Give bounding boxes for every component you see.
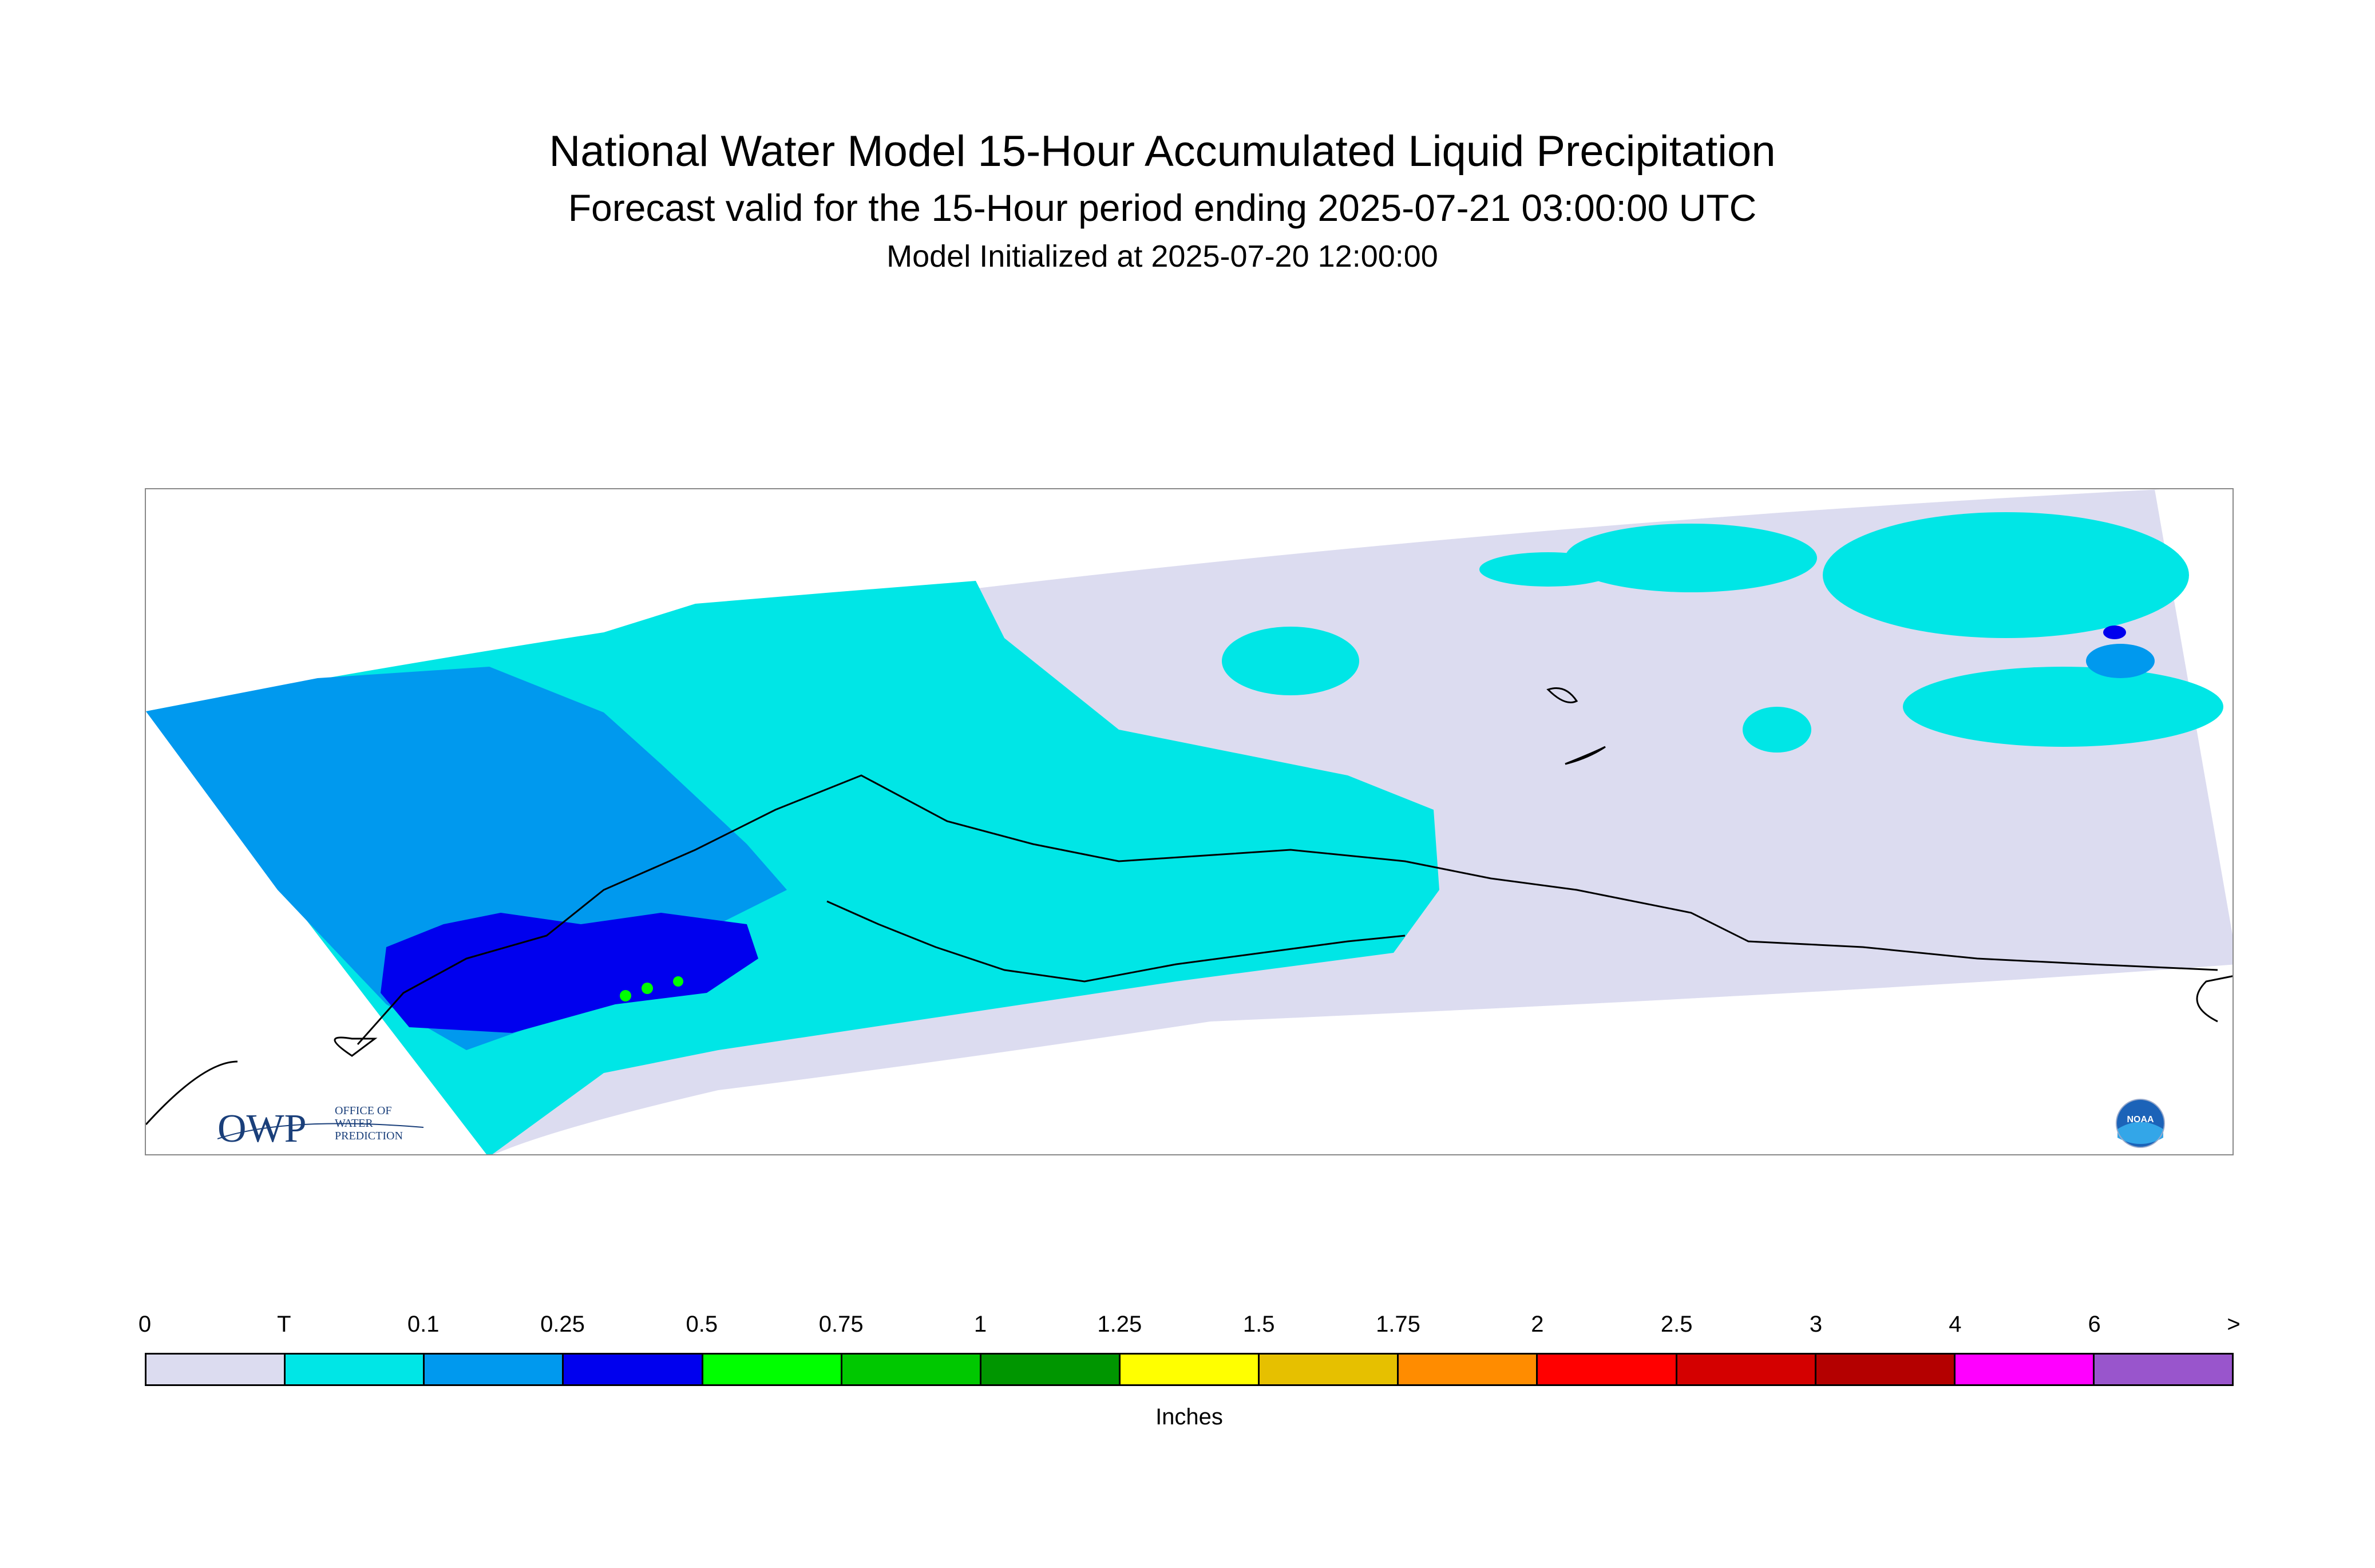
legend-swatch bbox=[1677, 1355, 1816, 1384]
precip-trace-patch bbox=[1743, 707, 1811, 753]
coastline bbox=[357, 774, 2218, 1045]
legend-swatch bbox=[564, 1355, 703, 1384]
legend-tick-label: > bbox=[2227, 1312, 2241, 1337]
owp-mark: OWP bbox=[217, 1107, 307, 1151]
precipitation-map bbox=[146, 489, 2232, 1154]
precip-heavy-spot bbox=[620, 990, 631, 1001]
precip-heavy-spot bbox=[642, 983, 653, 994]
legend-tick-label: 1.75 bbox=[1376, 1312, 1420, 1337]
coastline bbox=[826, 900, 1406, 983]
precip-trace-patch bbox=[1565, 524, 1817, 592]
legend-swatch bbox=[425, 1355, 564, 1384]
legend-tick-label: 3 bbox=[1809, 1312, 1823, 1337]
owp-logo-graphic bbox=[217, 1123, 424, 1139]
coastline bbox=[2196, 975, 2232, 1023]
legend-tick-label: 2.5 bbox=[1660, 1312, 1693, 1337]
legend-swatch bbox=[2094, 1355, 2232, 1384]
legend-tick-label: T bbox=[277, 1312, 291, 1337]
precip-moderate-patch bbox=[2103, 625, 2126, 639]
legend-swatch bbox=[1816, 1355, 1956, 1384]
legend-tick-label: 4 bbox=[1949, 1312, 1962, 1337]
noaa-text: NOAA bbox=[2127, 1115, 2154, 1124]
island-outline bbox=[1565, 746, 1606, 765]
legend-swatch bbox=[1538, 1355, 1677, 1384]
legend-swatch bbox=[1120, 1355, 1260, 1384]
precip-trace-patch bbox=[1823, 512, 2189, 638]
legend-tick-label: 0 bbox=[138, 1312, 152, 1337]
precip-heavy-spot bbox=[673, 976, 683, 987]
precip-trace-patch bbox=[1222, 627, 1359, 695]
legend-tick-label: 1.5 bbox=[1242, 1312, 1275, 1337]
forecast-valid-subtitle: Forecast valid for the 15-Hour period en… bbox=[568, 187, 1757, 229]
legend-tick-label: 1 bbox=[973, 1312, 987, 1337]
legend-tick-label: 0.5 bbox=[686, 1312, 718, 1337]
legend-color-bar bbox=[145, 1353, 2234, 1386]
legend-swatch bbox=[703, 1355, 842, 1384]
precip-moderate-area bbox=[381, 913, 758, 1033]
legend-tick-label: 0.1 bbox=[407, 1312, 440, 1337]
legend-swatch bbox=[1955, 1355, 2095, 1384]
precip-trace-patch bbox=[1479, 552, 1617, 587]
noaa-logo: NOAA bbox=[2115, 1098, 2166, 1149]
legend-tick-label: 6 bbox=[2088, 1312, 2101, 1337]
legend-swatch bbox=[286, 1355, 425, 1384]
owp-logo: OWP OFFICE OF WATER PREDICTION bbox=[217, 1104, 424, 1151]
page-title: National Water Model 15-Hour Accumulated… bbox=[549, 127, 1776, 176]
owp-line3: PREDICTION bbox=[335, 1130, 403, 1142]
island-outline bbox=[1546, 687, 1578, 703]
legend-swatch bbox=[981, 1355, 1121, 1384]
legend-tick-label: 2 bbox=[1531, 1312, 1544, 1337]
legend-units-label: Inches bbox=[1155, 1404, 1223, 1430]
owp-line2: WATER bbox=[335, 1117, 373, 1130]
legend-swatch bbox=[147, 1355, 286, 1384]
noaa-logo-graphic bbox=[2116, 1099, 2165, 1148]
legend-swatch bbox=[1399, 1355, 1538, 1384]
legend-tick-label: 0.75 bbox=[818, 1312, 864, 1337]
owp-line1: OFFICE OF bbox=[335, 1104, 392, 1117]
precip-light-patch bbox=[2086, 644, 2155, 678]
legend-swatch bbox=[1260, 1355, 1399, 1384]
legend-swatch bbox=[842, 1355, 981, 1384]
legend-tick-label: 0.25 bbox=[540, 1312, 585, 1337]
color-legend: 0 T 0.1 0.25 0.5 0.75 1 1.25 1.5 1.75 2 2.5 3 4 6 > Inc… bbox=[138, 1310, 2241, 1448]
legend-tick-label: 1.25 bbox=[1097, 1312, 1142, 1337]
precip-trace-patch bbox=[1903, 667, 2223, 747]
map-panel bbox=[145, 488, 2234, 1155]
model-init-label: Model Initialized at 2025-07-20 12:00:00 bbox=[886, 239, 1438, 274]
coastline bbox=[146, 1060, 238, 1126]
coastline bbox=[334, 1036, 378, 1057]
